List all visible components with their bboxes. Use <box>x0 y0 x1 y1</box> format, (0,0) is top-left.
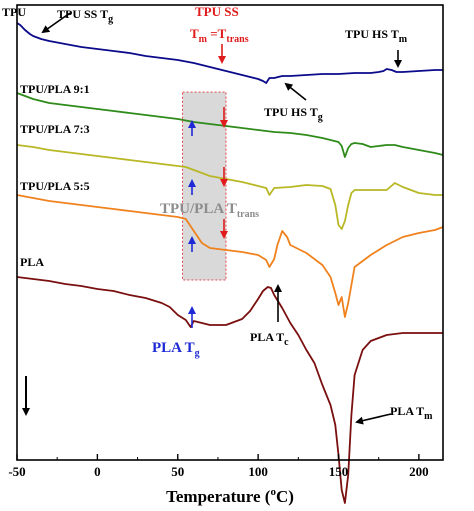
annotation-pla-tc: PLA Tc <box>250 330 289 348</box>
series-label-tpu-pla-9-1: TPU/PLA 9:1 <box>20 82 90 96</box>
x-tick-label: 100 <box>248 464 268 479</box>
arrow-tpu-hs-tg <box>284 82 307 101</box>
series-line-pla <box>16 276 443 504</box>
annotation-tpu-pla-ttrans: TPU/PLA Ttrans <box>160 201 259 220</box>
arrow-tpu-ss-tg <box>41 12 71 34</box>
series-line-tpu-pla-7-3 <box>16 144 443 230</box>
series-line-tpu-pla-9-1 <box>16 92 444 158</box>
annotation-tpu-ss-head: TPU SS <box>195 4 239 19</box>
series-line-tpu-pla-5-5 <box>16 194 444 318</box>
x-tick-label: 0 <box>94 464 101 479</box>
annotation-tpu-hs-tg: TPU HS Tg <box>264 105 323 123</box>
series-label-tpu-pla-7-3: TPU/PLA 7:3 <box>20 122 90 136</box>
series-label-tpu: TPU <box>2 5 26 19</box>
arrow-pla-tm <box>355 413 392 425</box>
annotation-tpu-ss-tg: TPU SS Tg <box>57 7 113 25</box>
plot-frame <box>16 4 444 461</box>
x-tick-layer: -50 0 50 100 150 200 <box>8 454 429 479</box>
x-tick-label: 200 <box>409 464 429 479</box>
annotation-pla-tm: PLA Tm <box>390 404 433 422</box>
series-label-pla: PLA <box>20 255 44 269</box>
x-axis-label: Temperature (oC) <box>166 486 294 506</box>
series-label-tpu-pla-5-5: TPU/PLA 5:5 <box>20 179 90 193</box>
x-tick-label: 150 <box>329 464 349 479</box>
transition-band <box>182 91 227 281</box>
annotation-tpu-hs-tm: TPU HS Tm <box>345 27 408 45</box>
annotation-pla-tg: PLA Tg <box>152 340 200 359</box>
series-line-tpu <box>16 22 443 84</box>
series-layer <box>16 22 444 504</box>
x-tick-label: 50 <box>171 464 184 479</box>
annotation-tm-equals-ttrans: Tm =Ttrans <box>190 26 249 45</box>
x-tick-label: -50 <box>8 464 25 479</box>
